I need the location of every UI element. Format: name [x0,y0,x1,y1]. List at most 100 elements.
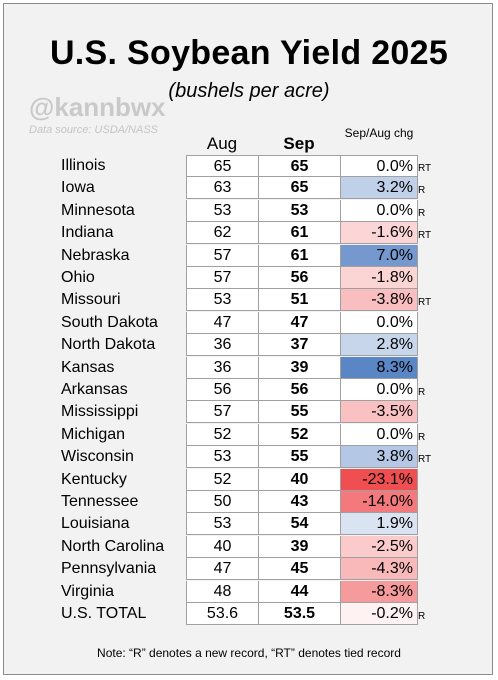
table-row: Michigan 52 52 0.0% R [0,423,498,446]
state-label: Virginia [61,582,115,600]
data-source: Data source: USDA/NASS [29,124,158,136]
state-label: Wisconsin [61,448,134,466]
aug-yield-cell: 52 [186,423,258,446]
change-cell: 0.0% [340,199,418,222]
aug-yield-cell: 52 [186,468,258,491]
state-label: Kansas [61,358,115,376]
table-row: Indiana 62 61 -1.6% RT [0,222,498,245]
column-header-sep: Sep [283,134,315,153]
table-row: Pennsylvania 47 45 -4.3% [0,558,498,581]
aug-yield-cell: 36 [186,334,258,357]
sep-yield-cell: 51 [258,289,340,312]
table-row: U.S. TOTAL 53.6 53.5 -0.2% R [0,603,498,625]
record-flag: RT [418,297,432,309]
state-label: South Dakota [61,313,158,331]
table-row: Mississippi 57 55 -3.5% [0,401,498,424]
table-row: Iowa 63 65 3.2% R [0,177,498,200]
state-label: Louisiana [61,515,130,533]
aug-yield-cell: 47 [186,558,258,581]
table-row: Arkansas 56 56 0.0% R [0,379,498,401]
aug-yield-cell: 65 [186,155,258,177]
sep-yield-cell: 40 [258,468,340,491]
sep-yield-cell: 54 [258,513,340,536]
sep-yield-cell: 65 [258,155,340,177]
change-cell: -14.0% [340,491,418,513]
aug-yield-cell: 57 [186,267,258,289]
table-row: Louisiana 53 54 1.9% [0,513,498,536]
change-cell: -1.8% [340,267,418,289]
table-row: Illinois 65 65 0.0% RT [0,155,498,177]
record-flag: R [418,611,426,622]
change-cell: 0.0% [340,311,418,334]
sep-yield-cell: 61 [258,222,340,245]
sep-yield-cell: 53 [258,199,340,222]
change-cell: -8.3% [340,580,418,603]
state-label: Kentucky [61,470,127,488]
table-row: South Dakota 47 47 0.0% [0,311,498,334]
aug-yield-cell: 36 [186,356,258,379]
aug-yield-cell: 57 [186,401,258,424]
state-label: Missouri [61,291,121,309]
aug-yield-cell: 47 [186,311,258,334]
change-cell: -0.2% [340,603,418,625]
aug-yield-cell: 63 [186,177,258,200]
table-row: Ohio 57 56 -1.8% [0,267,498,289]
sep-yield-cell: 65 [258,177,340,200]
table-row: Kansas 36 39 8.3% [0,356,498,379]
aug-yield-cell: 57 [186,244,258,267]
change-cell: 0.0% [340,379,418,401]
column-header-change: Sep/Aug chg [344,126,414,140]
state-label: Iowa [61,179,95,197]
change-cell: 8.3% [340,356,418,379]
sep-yield-cell: 61 [258,244,340,267]
sep-yield-cell: 39 [258,535,340,558]
sep-yield-cell: 55 [258,446,340,469]
change-cell: -4.3% [340,558,418,581]
sep-yield-cell: 47 [258,311,340,334]
aug-yield-cell: 53 [186,289,258,312]
change-cell: -3.5% [340,401,418,424]
aug-yield-cell: 53 [186,446,258,469]
state-label: Indiana [61,224,114,242]
sep-yield-cell: 56 [258,267,340,289]
record-flag: RT [418,230,432,242]
state-label: Illinois [61,157,106,174]
record-flag: R [418,431,426,443]
table-row: Nebraska 57 61 7.0% [0,244,498,267]
table-row: Minnesota 53 53 0.0% R [0,199,498,222]
record-flag: R [418,185,426,197]
state-label: Mississippi [61,403,139,421]
change-cell: 1.9% [340,513,418,536]
state-label: Arkansas [61,381,128,398]
sep-yield-cell: 56 [258,379,340,401]
watermark-handle: @kannbwx [29,92,166,122]
sep-yield-cell: 45 [258,558,340,581]
aug-yield-cell: 40 [186,535,258,558]
state-label: Nebraska [61,246,130,264]
change-cell: -3.8% [340,289,418,312]
change-cell: 3.8% [340,446,418,469]
record-flag: RT [418,454,432,466]
sep-yield-cell: 44 [258,580,340,603]
table-row: North Carolina 40 39 -2.5% [0,535,498,558]
change-cell: -2.5% [340,535,418,558]
sep-yield-cell: 39 [258,356,340,379]
aug-yield-cell: 48 [186,580,258,603]
table-row: Virginia 48 44 -8.3% [0,580,498,603]
aug-yield-cell: 53 [186,199,258,222]
sep-yield-cell: 52 [258,423,340,446]
change-cell: 0.0% [340,423,418,446]
table-row: Tennessee 50 43 -14.0% [0,491,498,513]
table-row: Kentucky 52 40 -23.1% [0,468,498,491]
aug-yield-cell: 53.6 [186,603,258,625]
change-cell: -1.6% [340,222,418,245]
sep-yield-cell: 43 [258,491,340,513]
state-label: U.S. TOTAL [61,605,147,622]
state-label: Ohio [61,269,95,286]
change-cell: 3.2% [340,177,418,200]
change-cell: -23.1% [340,468,418,491]
record-flag: R [418,207,426,219]
footnote: Note: “R” denotes a new record, “RT” den… [97,646,401,660]
table-row: North Dakota 36 37 2.8% [0,334,498,357]
state-label: North Dakota [61,336,156,354]
